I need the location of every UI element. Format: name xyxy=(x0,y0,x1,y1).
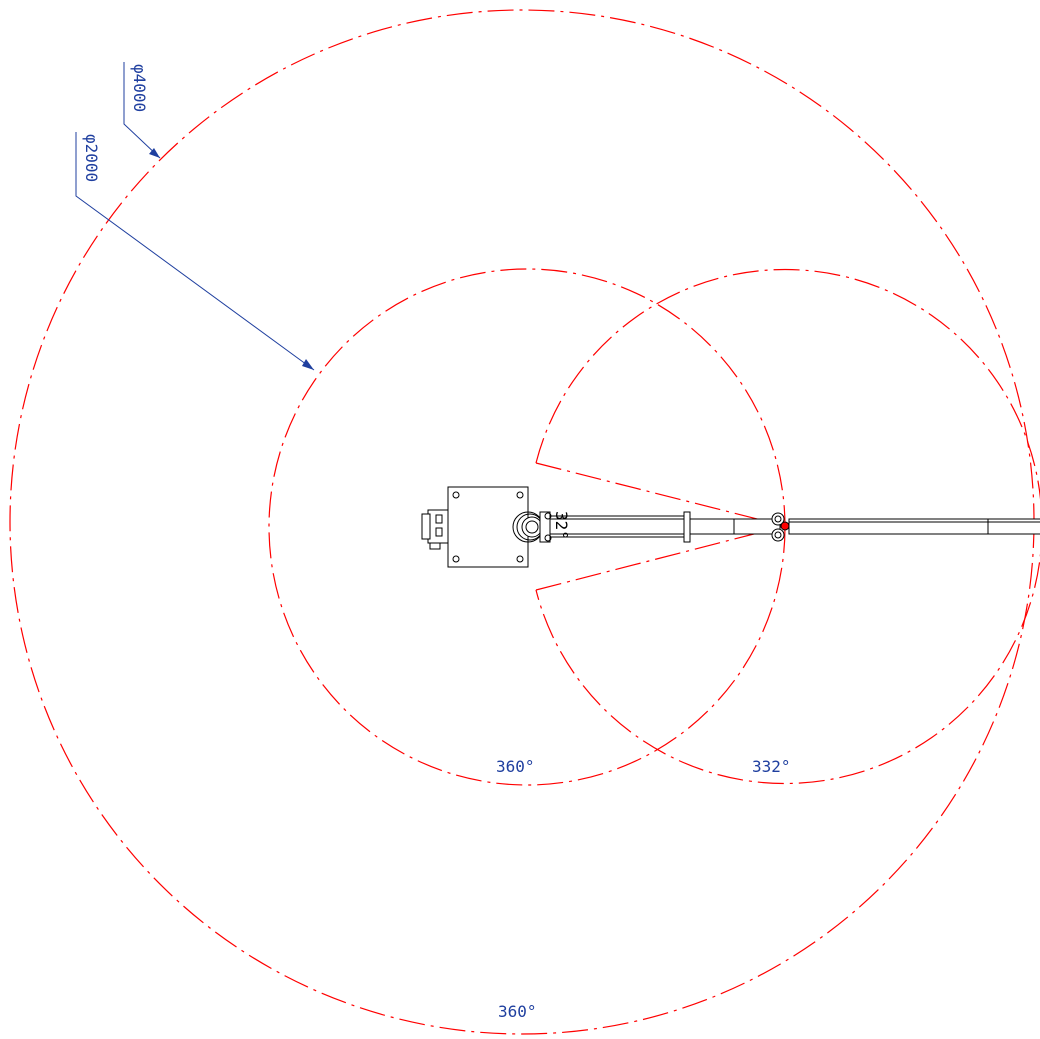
robot-base xyxy=(447,486,529,568)
inner-diameter-leader xyxy=(75,132,315,371)
shoulder-angle-label: 32° xyxy=(552,511,571,540)
shoulder-joint xyxy=(521,516,543,538)
inner-diameter-label: φ2000 xyxy=(82,134,101,182)
inner-circle-angle-label: 360° xyxy=(496,757,535,776)
outer-diameter-label: φ4000 xyxy=(130,64,149,112)
swing-limit-line-lower xyxy=(535,525,786,591)
outer-circle-angle-label: 360° xyxy=(498,1002,537,1021)
outer-diameter-leader xyxy=(123,62,161,159)
swing-arc-332 xyxy=(535,268,1040,785)
robot-arm: 32° xyxy=(421,486,1040,568)
swing-arc-angle-label: 332° xyxy=(752,757,791,776)
elbow-joint xyxy=(771,512,785,526)
robot-forearm xyxy=(788,518,1040,535)
swing-limit-line-upper xyxy=(535,462,786,527)
elbow-pivot xyxy=(780,521,790,531)
